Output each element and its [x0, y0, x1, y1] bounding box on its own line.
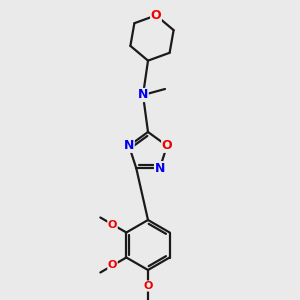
Text: N: N	[138, 88, 148, 101]
Text: O: O	[108, 260, 117, 271]
Text: O: O	[143, 281, 153, 291]
Text: O: O	[162, 139, 172, 152]
Text: N: N	[154, 162, 165, 175]
Text: N: N	[124, 139, 134, 152]
Text: O: O	[108, 220, 117, 230]
Text: O: O	[151, 9, 161, 22]
